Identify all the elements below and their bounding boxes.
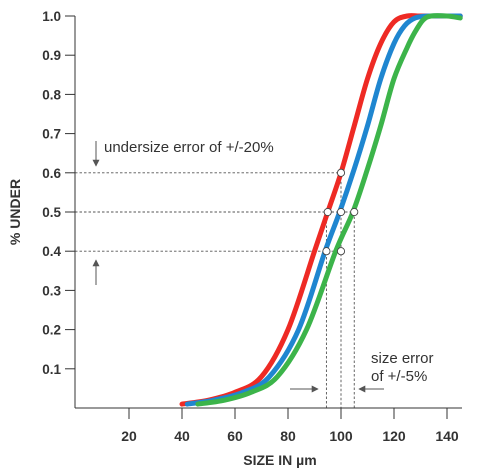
size-error-label-line2: of +/-5% [371, 368, 427, 385]
blue-distribution-curve [184, 13, 463, 407]
y-tick-label: 0.9 [42, 48, 61, 63]
y-axis-title: % UNDER [7, 179, 23, 245]
y-tick-label: 0.5 [42, 205, 61, 220]
green-distribution-curve [195, 13, 463, 407]
reference-point-marker [336, 247, 346, 256]
x-tick-label: 60 [227, 428, 243, 444]
series-layer [179, 13, 463, 407]
axes-layer: 0.1 0.2 0.3 0.4 0.5 0.6 0.7 0.8 0.9 1.0 20 40 60 80 10… [7, 9, 462, 468]
reference-point-marker [322, 247, 331, 256]
y-tick-label: 0.6 [42, 166, 61, 181]
size-error-label-line1: size error [371, 350, 434, 367]
reference-point-marker [323, 207, 332, 217]
y-tick-label: 1.0 [42, 9, 61, 24]
x-tick-label: 80 [280, 428, 296, 444]
y-tick-label: 0.8 [42, 87, 61, 102]
y-tick-label: 0.1 [42, 362, 61, 377]
undersize-error-label: undersize error of +/-20% [104, 139, 274, 156]
x-tick-label: 120 [382, 428, 406, 444]
markers-layer [322, 168, 359, 256]
x-tick-label: 20 [121, 428, 137, 444]
x-tick-label: 40 [174, 428, 190, 444]
reference-point-marker [336, 207, 346, 217]
y-tick-label: 0.7 [42, 127, 61, 142]
reference-point-marker [336, 168, 346, 177]
y-tick-label: 0.3 [42, 283, 61, 298]
red-distribution-curve [179, 13, 463, 407]
y-tick-label: 0.4 [42, 244, 61, 259]
y-tick-label: 0.2 [42, 323, 61, 338]
x-tick-label: 100 [329, 428, 353, 444]
x-axis-title: SIZE IN µm [243, 452, 316, 468]
x-tick-label: 140 [435, 428, 459, 444]
reference-point-marker [350, 207, 359, 217]
